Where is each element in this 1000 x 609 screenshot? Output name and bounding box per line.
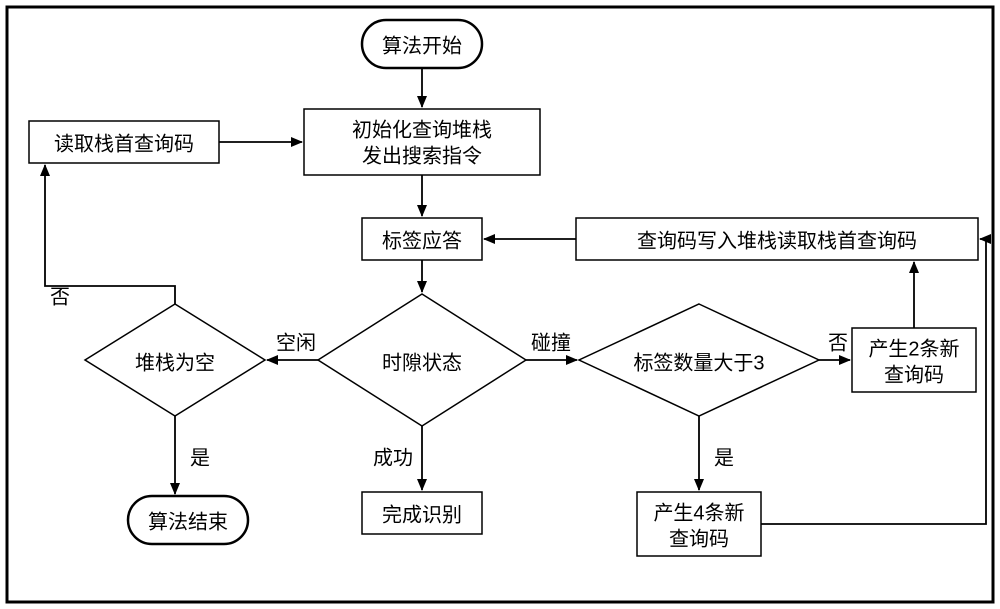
node-gen2-l1: 产生2条新 (868, 337, 959, 360)
node-respond-label: 标签应答 (382, 229, 462, 252)
edge-label-yes-2: 是 (714, 447, 734, 469)
node-start-label: 算法开始 (382, 34, 462, 57)
edge-label-no-1: 否 (50, 286, 70, 308)
node-stack-empty-label: 堆栈为空 (135, 351, 215, 374)
edge-label-success: 成功 (373, 446, 413, 469)
flowchart: 空闲 碰撞 成功 否 是 否 是 算法开始 初始化查询堆栈 发出搜索指令 读取栈… (0, 0, 1000, 609)
node-slot-state-label: 时隙状态 (382, 351, 462, 374)
edge-label-no-2: 否 (828, 332, 848, 354)
node-end-label: 算法结束 (148, 510, 228, 533)
node-count-gt3-label: 标签数量大于3 (633, 351, 764, 374)
node-read-top-label: 读取栈首查询码 (54, 132, 194, 155)
node-gen4-l2: 查询码 (669, 527, 729, 550)
node-gen4-l1: 产生4条新 (653, 501, 744, 524)
node-init-l1: 初始化查询堆栈 (352, 118, 492, 141)
edge-label-yes-1: 是 (190, 447, 210, 469)
node-gen2-l2: 查询码 (884, 363, 944, 386)
node-write-stack-label: 查询码写入堆栈读取栈首查询码 (637, 229, 917, 252)
edge-label-idle: 空闲 (276, 331, 316, 354)
edge-label-collision: 碰撞 (531, 331, 571, 354)
node-done-label: 完成识别 (382, 503, 462, 526)
node-init-l2: 发出搜索指令 (362, 144, 482, 167)
